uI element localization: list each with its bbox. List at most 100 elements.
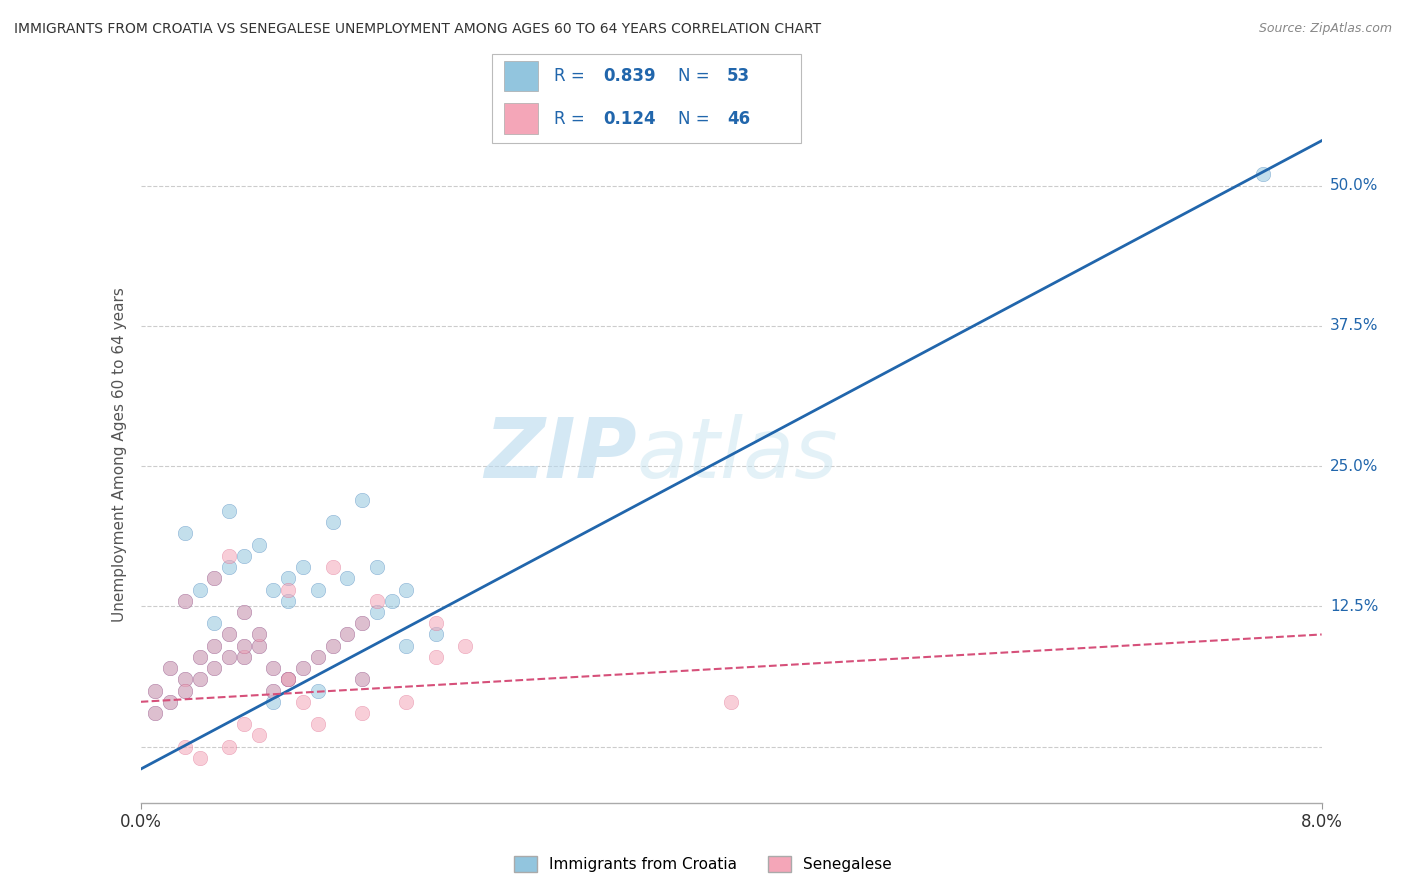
Point bbox=[174, 673, 197, 687]
Point bbox=[366, 594, 388, 608]
Point bbox=[174, 683, 197, 698]
Point bbox=[292, 560, 315, 574]
Point bbox=[159, 695, 181, 709]
Point bbox=[720, 695, 742, 709]
Point bbox=[145, 706, 166, 720]
Point bbox=[218, 627, 240, 641]
Point bbox=[145, 683, 166, 698]
Text: 37.5%: 37.5% bbox=[1330, 318, 1378, 334]
Point bbox=[188, 582, 211, 597]
Point bbox=[307, 683, 329, 698]
Text: 50.0%: 50.0% bbox=[1330, 178, 1378, 193]
Point bbox=[202, 616, 225, 631]
Point bbox=[366, 605, 388, 619]
Point bbox=[188, 673, 211, 687]
Text: 25.0%: 25.0% bbox=[1330, 458, 1378, 474]
Point bbox=[366, 560, 388, 574]
Text: 0.124: 0.124 bbox=[603, 110, 657, 128]
Text: 0.839: 0.839 bbox=[603, 67, 657, 85]
Text: IMMIGRANTS FROM CROATIA VS SENEGALESE UNEMPLOYMENT AMONG AGES 60 TO 64 YEARS COR: IMMIGRANTS FROM CROATIA VS SENEGALESE UN… bbox=[14, 22, 821, 37]
Point bbox=[188, 649, 211, 664]
Point bbox=[262, 683, 284, 698]
Point bbox=[262, 683, 284, 698]
Point bbox=[277, 594, 299, 608]
Point bbox=[202, 639, 225, 653]
Point bbox=[159, 661, 181, 675]
Point bbox=[307, 717, 329, 731]
Point bbox=[277, 582, 299, 597]
Point bbox=[321, 515, 344, 529]
Point bbox=[202, 639, 225, 653]
Text: 46: 46 bbox=[727, 110, 751, 128]
Point bbox=[336, 627, 359, 641]
Point bbox=[425, 649, 447, 664]
Point bbox=[352, 616, 374, 631]
Point bbox=[336, 627, 359, 641]
Point bbox=[145, 683, 166, 698]
Point bbox=[188, 649, 211, 664]
Y-axis label: Unemployment Among Ages 60 to 64 years: Unemployment Among Ages 60 to 64 years bbox=[111, 287, 127, 623]
Point bbox=[247, 639, 270, 653]
Text: ZIP: ZIP bbox=[484, 415, 637, 495]
Point bbox=[247, 627, 270, 641]
Point bbox=[454, 639, 477, 653]
Point bbox=[292, 661, 315, 675]
Point bbox=[218, 504, 240, 518]
FancyBboxPatch shape bbox=[505, 61, 538, 91]
Text: R =: R = bbox=[554, 110, 585, 128]
Point bbox=[202, 661, 225, 675]
Point bbox=[174, 739, 197, 754]
Point bbox=[247, 729, 270, 743]
Point bbox=[336, 571, 359, 585]
Point bbox=[233, 639, 256, 653]
Point bbox=[307, 582, 329, 597]
Point bbox=[352, 616, 374, 631]
Point bbox=[292, 661, 315, 675]
Point bbox=[352, 706, 374, 720]
Point bbox=[277, 673, 299, 687]
Point bbox=[218, 739, 240, 754]
Point bbox=[307, 649, 329, 664]
Text: N =: N = bbox=[678, 110, 709, 128]
Point bbox=[174, 594, 197, 608]
Point bbox=[218, 560, 240, 574]
Point bbox=[233, 717, 256, 731]
Point bbox=[277, 673, 299, 687]
Text: N =: N = bbox=[678, 67, 709, 85]
Point bbox=[277, 673, 299, 687]
Point bbox=[159, 661, 181, 675]
Point bbox=[202, 661, 225, 675]
Point bbox=[233, 549, 256, 563]
Point bbox=[233, 605, 256, 619]
Point bbox=[218, 627, 240, 641]
Text: 12.5%: 12.5% bbox=[1330, 599, 1378, 614]
Point bbox=[145, 706, 166, 720]
Point bbox=[247, 627, 270, 641]
Point bbox=[174, 683, 197, 698]
Point bbox=[395, 695, 418, 709]
Point bbox=[218, 649, 240, 664]
Text: 53: 53 bbox=[727, 67, 751, 85]
Point bbox=[321, 639, 344, 653]
Point bbox=[159, 695, 181, 709]
Point bbox=[277, 673, 299, 687]
Point bbox=[218, 649, 240, 664]
Point bbox=[395, 639, 418, 653]
Point bbox=[277, 571, 299, 585]
Point bbox=[262, 661, 284, 675]
Point bbox=[352, 673, 374, 687]
Point bbox=[174, 594, 197, 608]
Text: R =: R = bbox=[554, 67, 585, 85]
Point bbox=[247, 639, 270, 653]
Point bbox=[380, 594, 404, 608]
Point bbox=[307, 649, 329, 664]
Point bbox=[425, 627, 447, 641]
Point bbox=[262, 695, 284, 709]
Point bbox=[262, 661, 284, 675]
Point bbox=[188, 751, 211, 765]
Point bbox=[233, 605, 256, 619]
Legend: Immigrants from Croatia, Senegalese: Immigrants from Croatia, Senegalese bbox=[506, 848, 900, 880]
Point bbox=[233, 639, 256, 653]
Point bbox=[352, 673, 374, 687]
Point bbox=[174, 526, 197, 541]
